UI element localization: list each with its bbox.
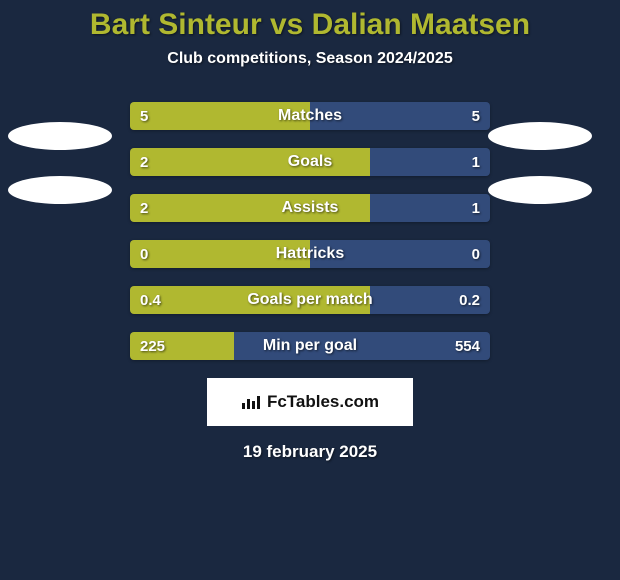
date-text: 19 february 2025 — [0, 442, 620, 462]
stat-label: Matches — [130, 102, 490, 130]
stat-value-right: 1 — [472, 194, 480, 222]
stat-value-left: 225 — [140, 332, 165, 360]
stat-row: Matches5 5 — [130, 102, 490, 130]
attribution-text: FcTables.com — [267, 392, 379, 412]
page-title: Bart Sinteur vs Dalian Maatsen — [0, 0, 620, 42]
stat-value-left: 0.4 — [140, 286, 161, 314]
stat-label: Goals per match — [130, 286, 490, 314]
stat-value-left: 2 — [140, 148, 148, 176]
chart-icon — [241, 394, 261, 410]
stat-label: Assists — [130, 194, 490, 222]
stat-row: Goals per match0.4 0.2 — [130, 286, 490, 314]
attribution-badge: FcTables.com — [207, 378, 413, 426]
stat-row: Assists2 1 — [130, 194, 490, 222]
stat-row: Goals2 1 — [130, 148, 490, 176]
stat-value-right: 5 — [472, 102, 480, 130]
stat-value-right: 1 — [472, 148, 480, 176]
stat-value-left: 2 — [140, 194, 148, 222]
stat-value-left: 0 — [140, 240, 148, 268]
stat-value-right: 0 — [472, 240, 480, 268]
stat-label: Goals — [130, 148, 490, 176]
stat-row: Min per goal225 554 — [130, 332, 490, 360]
stat-value-right: 554 — [455, 332, 480, 360]
comparison-bars: Matches55Goals21Assists21Hattricks00Goal… — [130, 102, 490, 360]
stat-value-left: 5 — [140, 102, 148, 130]
stat-value-right: 0.2 — [459, 286, 480, 314]
subtitle: Club competitions, Season 2024/2025 — [0, 50, 620, 68]
stat-row: Hattricks0 0 — [130, 240, 490, 268]
stat-label: Hattricks — [130, 240, 490, 268]
stat-label: Min per goal — [130, 332, 490, 360]
